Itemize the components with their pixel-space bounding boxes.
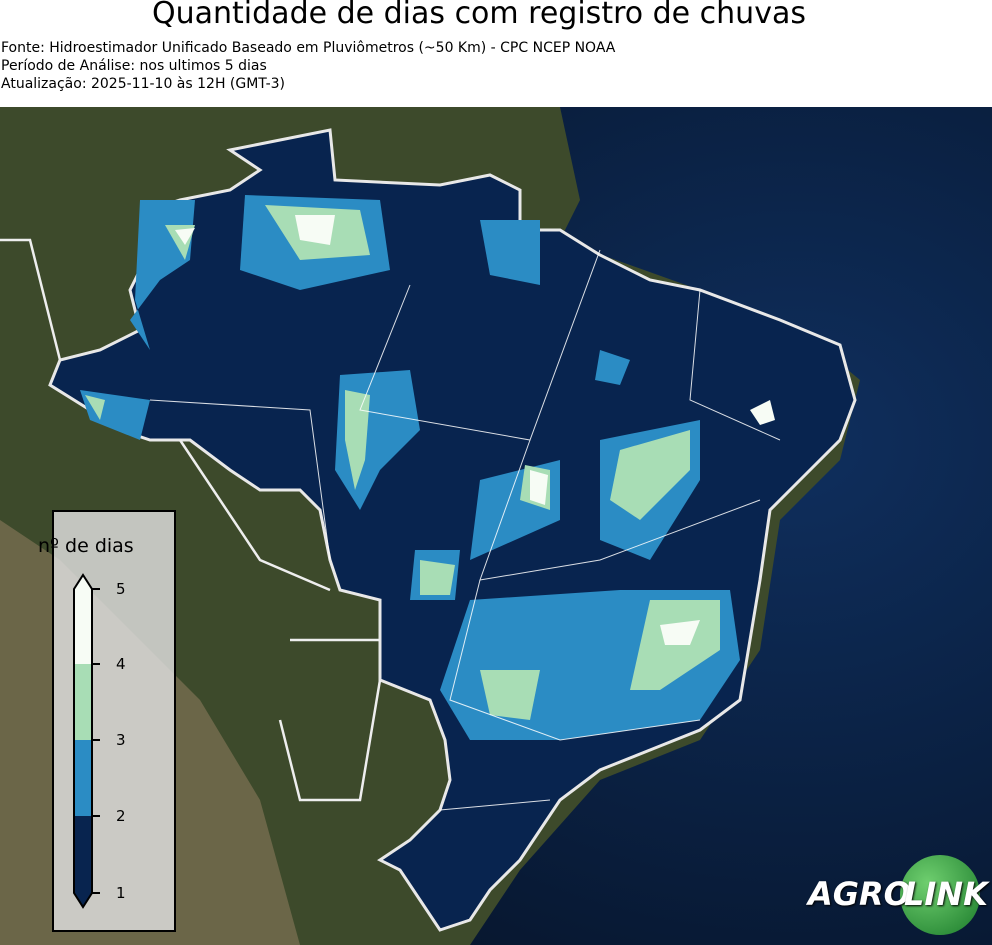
period-line: Período de Análise: nos ultimos 5 dias — [1, 58, 267, 74]
source-line: Fonte: Hidroestimador Unificado Baseado … — [1, 40, 616, 56]
colorbar-segment-1-2 — [74, 816, 92, 907]
colorbar-segment-4-5 — [74, 575, 92, 664]
legend-title: nº de dias — [38, 535, 134, 557]
country-borders — [0, 238, 382, 802]
agrolink-logo: AGRO LINK — [808, 855, 988, 935]
state-borders — [149, 249, 781, 811]
colorbar — [73, 573, 100, 909]
logo-circle — [900, 855, 980, 935]
tick-label-1: 1 — [116, 884, 126, 902]
logo-text-link: LINK — [904, 875, 988, 913]
legend-panel — [52, 510, 176, 932]
tick-label-2: 2 — [116, 807, 126, 825]
update-line: Atualização: 2025-11-10 às 12H (GMT-3) — [1, 76, 285, 92]
logo-text-agro: AGRO — [808, 875, 911, 913]
tick-label-4: 4 — [116, 655, 126, 673]
tick-label-3: 3 — [116, 731, 126, 749]
colorbar-segment-2-3 — [74, 740, 92, 816]
tick-label-5: 5 — [116, 580, 126, 598]
rain-4-5-days-areas — [175, 215, 775, 645]
map-title: Quantidade de dias com registro de chuva… — [152, 0, 806, 31]
colorbar-segment-3-4 — [74, 664, 92, 740]
